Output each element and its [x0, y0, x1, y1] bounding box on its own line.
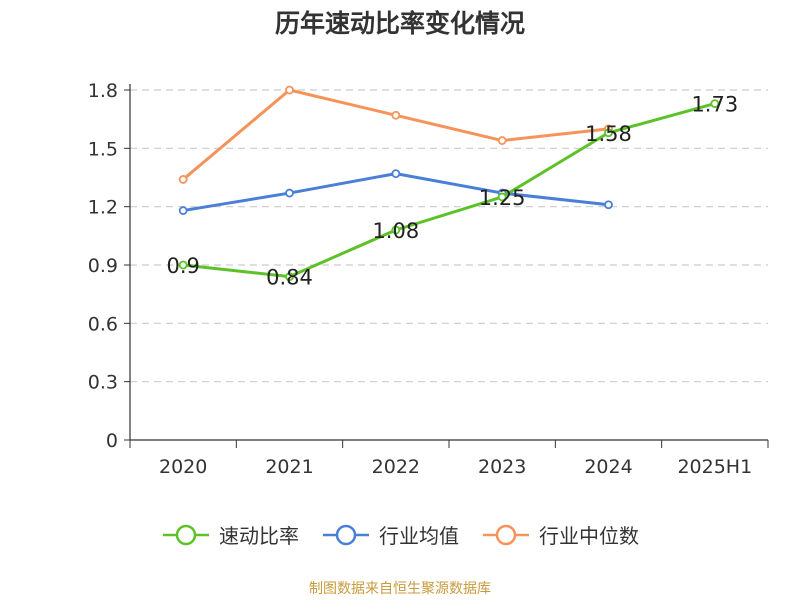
series-layer — [178, 85, 720, 282]
data-point — [391, 225, 401, 235]
y-tick-label: 0.3 — [88, 372, 118, 394]
y-tick-label: 1.5 — [88, 138, 118, 160]
legend-label: 速动比率 — [219, 524, 299, 548]
data-point — [285, 188, 294, 198]
label-layer: 0.9 0.84 1.08 1.25 1.58 1.73 — [166, 93, 738, 290]
data-point — [178, 206, 188, 215]
source-note: 制图数据来自恒生聚源数据库 — [309, 581, 491, 597]
legend-item[interactable]: 行业中位数 — [481, 520, 639, 549]
axis-layer: 0 0.3 0.6 0.9 1.2 1.5 1.8 2020 2021 2022 2023 2024 2… — [88, 80, 769, 478]
data-point — [285, 85, 294, 95]
legend-swatch-marker — [175, 524, 197, 545]
x-tick-label: 2021 — [265, 456, 313, 478]
series-line — [182, 172, 609, 213]
data-label: 0.9 — [166, 254, 199, 278]
legend-swatch-marker — [335, 524, 357, 545]
x-tick-label: 2020 — [159, 456, 207, 478]
data-label: 0.84 — [266, 266, 313, 290]
x-tick-label: 2022 — [372, 456, 420, 478]
series-line — [182, 88, 609, 181]
data-point — [604, 200, 613, 210]
data-label: 1.73 — [691, 93, 738, 117]
data-point — [391, 169, 401, 179]
x-tick-label: 2025H1 — [677, 456, 752, 478]
y-tick-label: 1.2 — [88, 197, 118, 219]
data-label: 1.08 — [372, 219, 419, 243]
data-point — [604, 128, 613, 138]
data-point — [391, 110, 401, 120]
x-tick-label: 2024 — [584, 456, 632, 478]
chart-title: 历年速动比率变化情况 — [274, 9, 525, 38]
data-point — [497, 136, 507, 145]
y-tick-label: 1.8 — [88, 80, 118, 102]
legend-label: 行业均值 — [379, 524, 459, 548]
legend-swatch — [483, 524, 529, 545]
data-point — [178, 175, 188, 184]
data-point — [497, 192, 507, 202]
legend-item[interactable]: 行业均值 — [321, 520, 459, 549]
y-tick-label: 0 — [106, 430, 118, 452]
data-label: 1.58 — [585, 122, 632, 146]
y-tick-label: 0.9 — [88, 255, 118, 277]
legend-item[interactable]: 速动比率 — [161, 520, 299, 549]
legend-swatch — [323, 524, 369, 545]
data-point — [285, 272, 294, 282]
x-tick-label: 2023 — [478, 456, 526, 478]
data-point — [710, 99, 720, 109]
y-tick-label: 0.6 — [88, 313, 118, 335]
series-line — [183, 102, 716, 279]
data-label: 1.25 — [479, 186, 526, 210]
legend: 速动比率 行业均值 行业中位数 — [0, 520, 800, 549]
legend-swatch-marker — [495, 524, 517, 545]
legend-swatch — [163, 524, 209, 545]
grid-layer — [130, 89, 768, 383]
legend-label: 行业中位数 — [539, 524, 639, 548]
data-point — [178, 260, 188, 270]
